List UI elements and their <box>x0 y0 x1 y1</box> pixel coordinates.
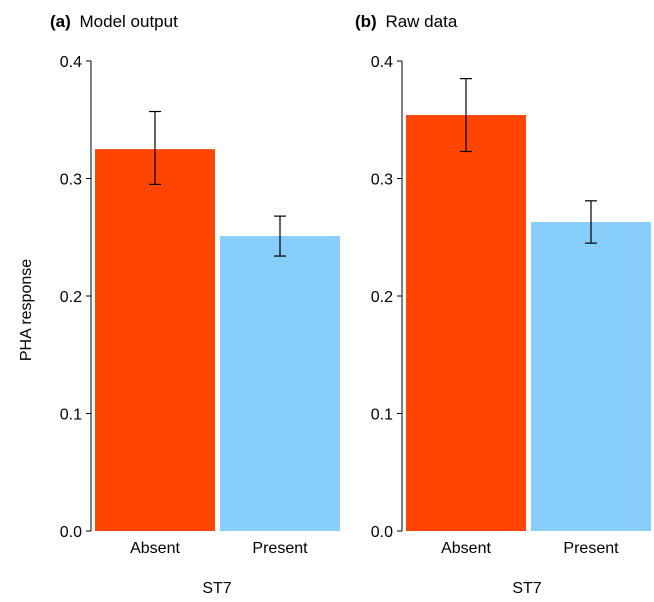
panel-a-x-tick-label: Absent <box>130 540 180 557</box>
panel-a-x-axis-title: ST7 <box>202 580 231 597</box>
panel-a-title-text: Model output <box>80 12 179 31</box>
panel-b-y-tick-label: 0.4 <box>371 54 393 71</box>
panel-b-bar-present <box>531 221 651 531</box>
panel-a-x-tick-label: Present <box>252 540 308 557</box>
y-axis-title: PHA response <box>18 259 35 361</box>
panel-a-y-tick-label: 0.4 <box>60 54 82 71</box>
panel-a-title: (a) Model output <box>50 12 178 31</box>
panel-a-y-tick-label: 0.2 <box>60 289 82 306</box>
panel-a: (a) Model output ST7 0.0 0.1 0.2 0.3 0.4 Abse… <box>50 12 340 597</box>
panel-b-x-tick-label: Absent <box>441 540 491 557</box>
panel-b-bar-absent <box>406 115 526 532</box>
panel-a-bar-present <box>220 236 340 531</box>
panel-b-y-tick-label: 0.1 <box>371 407 393 424</box>
panel-b-y-tick-label: 0.3 <box>371 172 393 189</box>
panel-b-y-tick-label: 0.0 <box>371 524 393 541</box>
panel-b-y-tick-label: 0.2 <box>371 289 393 306</box>
panel-b-title: (b) Raw data <box>355 12 458 31</box>
panel-b-x-tick-label: Present <box>563 540 619 557</box>
panel-b-tag: (b) <box>355 12 377 31</box>
panel-a-y-tick-label: 0.0 <box>60 524 82 541</box>
panel-a-bar-absent <box>95 149 215 531</box>
panel-b-title-text: Raw data <box>385 12 457 31</box>
panel-b-x-axis-title: ST7 <box>512 580 541 597</box>
panel-a-tag: (a) <box>50 12 71 31</box>
panel-a-y-tick-label: 0.1 <box>60 407 82 424</box>
panel-b: (b) Raw data ST7 0.0 0.1 0.2 0.3 0.4 Absent Pr… <box>355 12 651 597</box>
panel-a-y-tick-label: 0.3 <box>60 172 82 189</box>
